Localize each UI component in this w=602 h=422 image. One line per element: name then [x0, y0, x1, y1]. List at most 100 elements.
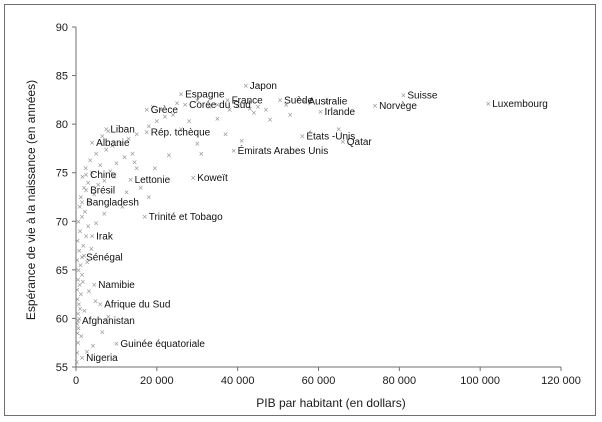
- data-point: ×: [74, 286, 80, 294]
- data-point: ×: [75, 276, 81, 284]
- point-label: Irak: [96, 231, 114, 242]
- chart-frame: [4, 4, 596, 416]
- point-label: Irlande: [325, 107, 356, 118]
- data-point: ×: [76, 315, 82, 323]
- data-point: ×: [75, 310, 81, 318]
- data-point: ×: [134, 164, 140, 172]
- data-point: ×: [77, 203, 83, 211]
- data-point: ×: [101, 177, 107, 185]
- data-point: ×: [225, 96, 231, 104]
- point-label: Liban: [110, 125, 134, 136]
- data-point: ×: [128, 176, 134, 184]
- y-tick-label: 90: [56, 22, 68, 34]
- data-point: ×: [76, 247, 82, 255]
- data-point: ×: [182, 101, 188, 109]
- data-point: ×: [215, 115, 221, 123]
- data-point: ×: [154, 118, 160, 126]
- data-point: ×: [318, 108, 324, 116]
- data-point: ×: [80, 173, 86, 181]
- data-point: ×: [255, 103, 261, 111]
- data-point: ×: [295, 95, 301, 103]
- data-point: ×: [82, 208, 88, 216]
- data-point: ×: [215, 101, 221, 109]
- data-point: ×: [174, 99, 180, 107]
- y-tick-label: 75: [56, 168, 68, 180]
- point-label: Albanie: [96, 138, 130, 149]
- data-point: ×: [372, 102, 378, 110]
- data-point: ×: [83, 171, 89, 179]
- data-point: ×: [111, 173, 117, 181]
- data-point: ×: [227, 106, 233, 114]
- data-point: ×: [190, 174, 196, 182]
- data-point: ×: [82, 307, 88, 315]
- point-label: Sénégal: [86, 253, 123, 264]
- data-point: ×: [89, 139, 95, 147]
- data-points: ×××××××××××××××××××××××××××××××× ×× ×× ×× × ×…: [74, 82, 491, 367]
- data-point: ×: [88, 245, 94, 253]
- point-label: Namibie: [98, 280, 135, 291]
- y-tick-label: 55: [56, 362, 68, 374]
- data-point: ×: [194, 140, 200, 148]
- data-point: ×: [158, 106, 164, 114]
- point-label: Afghanistan: [82, 316, 135, 327]
- point-label: Suisse: [407, 91, 437, 102]
- data-point: ×: [79, 354, 85, 362]
- y-tick-label: 70: [56, 216, 68, 228]
- data-point: ×: [75, 237, 81, 245]
- data-point: ×: [126, 135, 132, 143]
- data-point: ×: [170, 111, 176, 119]
- data-point: ×: [105, 127, 111, 135]
- point-label: Norvège: [379, 101, 417, 112]
- point-label: Corée du Sud: [189, 100, 251, 111]
- data-point: ×: [299, 132, 305, 140]
- data-point: ×: [223, 130, 229, 138]
- data-point: ×: [97, 300, 103, 308]
- data-point: ×: [152, 164, 158, 172]
- data-point: ×: [74, 349, 80, 357]
- data-point: ×: [91, 281, 97, 289]
- point-label: Guinée équatoriale: [120, 339, 205, 350]
- point-label: Nigeria: [86, 353, 118, 364]
- data-point: ×: [247, 105, 253, 113]
- data-point: ×: [178, 91, 184, 99]
- data-point: ×: [146, 194, 152, 202]
- data-point: ×: [144, 128, 150, 136]
- x-tick-label: 100 000: [460, 375, 500, 387]
- data-point: ×: [109, 142, 115, 150]
- data-point: ×: [138, 184, 144, 192]
- data-point: ×: [150, 103, 156, 111]
- data-point: ×: [107, 167, 113, 175]
- point-label: Trinité et Tobago: [149, 212, 223, 223]
- data-point: ×: [144, 106, 150, 114]
- data-point: ×: [75, 317, 81, 325]
- data-point: ×: [340, 138, 346, 146]
- data-point: ×: [79, 254, 85, 262]
- data-point: ×: [251, 109, 257, 117]
- data-point: ×: [77, 305, 83, 313]
- data-point: ×: [231, 147, 237, 155]
- point-label: Lettonie: [135, 175, 171, 186]
- data-point: ×: [75, 266, 81, 274]
- data-point: ×: [134, 130, 140, 138]
- point-label: France: [232, 95, 264, 106]
- data-point: ×: [186, 118, 192, 126]
- x-axis-title: PIB par habitant (en dollars): [256, 396, 405, 410]
- data-point: ×: [130, 150, 136, 158]
- point-label: Chine: [90, 170, 117, 181]
- data-point: ×: [78, 194, 84, 202]
- y-tick-label: 85: [56, 71, 68, 83]
- data-point: ×: [83, 164, 89, 172]
- x-tick-label: 0: [73, 375, 79, 387]
- data-point: ×: [77, 228, 83, 236]
- data-point: ×: [113, 160, 119, 168]
- data-point: ×: [277, 96, 283, 104]
- point-label: Afrique du Sud: [104, 299, 170, 310]
- data-point: ×: [93, 220, 99, 228]
- data-point: ×: [89, 232, 95, 240]
- data-point: ×: [400, 92, 406, 100]
- point-label: Suède: [284, 95, 313, 106]
- data-point: ×: [78, 332, 84, 340]
- data-point: ×: [301, 97, 307, 105]
- data-point: ×: [166, 152, 172, 160]
